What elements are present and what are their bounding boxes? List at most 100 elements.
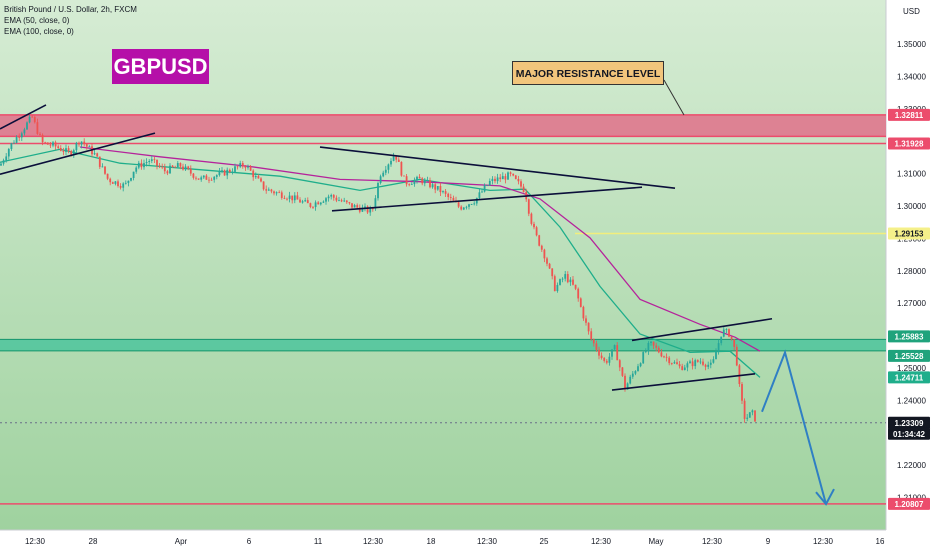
y-tick-label: 1.24000: [897, 396, 926, 405]
candle-body: [49, 144, 52, 146]
candle: [470, 203, 473, 205]
x-tick-label: 12:30: [363, 537, 384, 546]
candle-body: [226, 169, 229, 176]
candle: [390, 158, 392, 167]
candle-body: [283, 197, 286, 199]
candle-body: [733, 339, 736, 347]
candle-body: [187, 166, 190, 169]
candle: [418, 174, 421, 179]
candle: [486, 185, 489, 187]
candle: [712, 356, 715, 364]
candle: [634, 370, 637, 376]
candle: [270, 188, 273, 194]
candle: [163, 163, 166, 175]
candle: [85, 143, 88, 150]
candle: [158, 163, 161, 169]
candle: [195, 176, 197, 181]
candle: [501, 172, 504, 180]
candle: [364, 203, 366, 212]
candle: [728, 328, 730, 338]
candle: [559, 278, 561, 286]
candle-body: [314, 202, 317, 208]
candle-body: [642, 352, 645, 364]
candle-body: [452, 197, 455, 201]
candle-body: [278, 192, 281, 194]
price-label-1.25528: 1.25528: [888, 349, 930, 362]
candle: [262, 181, 265, 191]
candle-body: [551, 268, 554, 277]
candle: [416, 175, 418, 184]
candle: [325, 196, 327, 205]
candle-body: [720, 336, 723, 344]
candle: [366, 205, 369, 214]
candle-body: [387, 164, 390, 170]
candle-body: [603, 357, 606, 361]
candle-body: [655, 345, 658, 348]
y-tick-label: 1.35000: [897, 40, 926, 49]
candle-body: [273, 191, 275, 194]
candle: [109, 177, 112, 186]
candle: [442, 190, 444, 194]
price-label-bg: [888, 330, 930, 343]
candle-body: [213, 176, 216, 180]
candle: [13, 140, 15, 144]
candle-body: [691, 361, 694, 367]
candle: [748, 412, 751, 418]
candle: [309, 202, 312, 209]
candle: [741, 381, 743, 405]
candle: [197, 178, 200, 180]
candle-body: [231, 171, 234, 173]
candle-body: [109, 178, 112, 183]
candle: [387, 163, 390, 174]
candle-body: [689, 361, 691, 364]
candle: [288, 191, 291, 203]
candle: [236, 165, 239, 170]
candle-body: [351, 203, 353, 208]
candle: [223, 169, 226, 176]
candle: [670, 362, 673, 366]
candle: [686, 361, 689, 372]
candle: [174, 165, 177, 168]
candle: [439, 182, 442, 196]
price-label-text: 1.24711: [895, 373, 924, 382]
resistance-callout: MAJOR RESISTANCE LEVEL: [512, 61, 664, 85]
candle: [343, 197, 346, 203]
candle: [31, 115, 34, 118]
candle-body: [488, 180, 491, 186]
candle: [202, 175, 205, 179]
candle: [46, 142, 49, 145]
x-tick-label: 16: [876, 537, 885, 546]
candle: [382, 170, 385, 178]
candle-body: [577, 288, 580, 299]
price-label-text: 1.23309: [895, 419, 924, 428]
candle-body: [605, 360, 608, 363]
price-label-bg: [888, 416, 930, 429]
candle-body: [722, 329, 725, 337]
candle: [400, 161, 403, 177]
x-tick-label: 12:30: [591, 537, 612, 546]
price-label-1.25883: 1.25883: [888, 330, 930, 343]
candle-body: [439, 186, 442, 193]
candle-body: [509, 172, 512, 174]
candle-body: [652, 341, 655, 346]
x-tick-label: 12:30: [25, 537, 46, 546]
candle: [538, 234, 541, 247]
candle-body: [507, 172, 509, 180]
candle-body: [80, 141, 83, 145]
candle: [629, 374, 632, 385]
candle-body: [405, 176, 408, 185]
candle-body: [390, 160, 392, 165]
candle-body: [72, 150, 75, 156]
candle: [293, 192, 296, 204]
candle: [244, 165, 247, 171]
candle-body: [431, 184, 434, 188]
candle-body: [59, 148, 62, 151]
candle: [520, 179, 522, 190]
candle-body: [270, 189, 273, 192]
candle-body: [286, 198, 288, 200]
candle: [668, 356, 671, 366]
candle-body: [743, 400, 746, 419]
candle: [205, 174, 208, 180]
candle: [119, 183, 122, 190]
